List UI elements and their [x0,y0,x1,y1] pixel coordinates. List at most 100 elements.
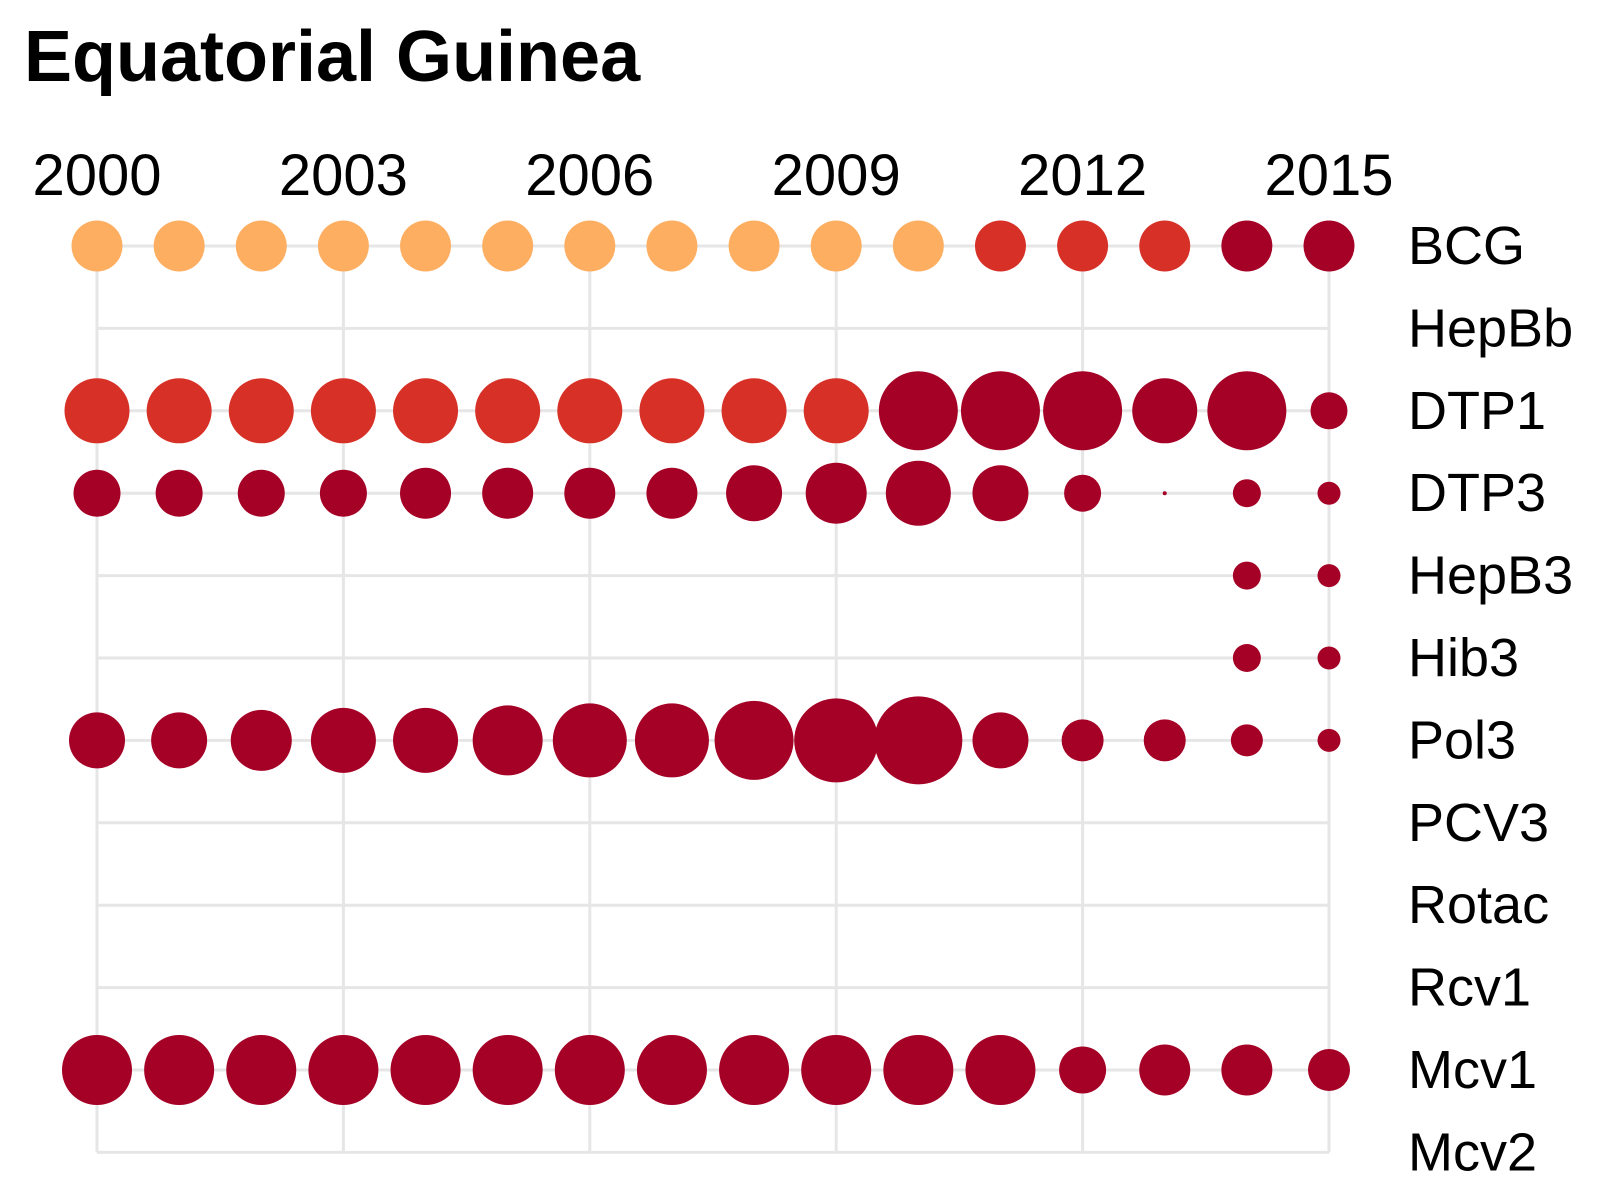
data-point [1059,1046,1107,1094]
data-point [62,1035,132,1105]
data-point [721,378,787,444]
data-point [1232,561,1261,590]
data-point [228,378,294,444]
vaccine-label: PCV3 [1408,793,1549,853]
data-point [73,469,121,517]
data-point [636,1035,707,1105]
x-tick-label: 2015 [1264,143,1393,208]
vaccine-label: Rcv1 [1408,958,1531,1018]
x-tick-label: 2003 [279,143,408,208]
data-point [482,220,534,272]
data-point [960,371,1040,451]
data-point [801,1035,872,1105]
data-point [1317,481,1341,505]
data-point [557,378,623,444]
data-point [1162,491,1167,496]
data-point [1221,1044,1273,1096]
data-point [719,1035,790,1105]
data-point [308,1035,379,1105]
data-point [554,1035,625,1105]
data-point [69,712,125,769]
data-point [646,220,698,272]
data-point [237,469,285,517]
data-point [874,696,963,785]
data-point [71,220,123,272]
vaccine-label: Mcv2 [1408,1122,1537,1182]
data-point [400,220,452,272]
data-point [226,1035,297,1105]
data-point [1132,378,1198,444]
data-point [393,378,459,444]
data-point [1057,220,1109,272]
data-point [1064,474,1102,512]
data-point [805,462,867,524]
chart-title: Equatorial Guinea [24,17,641,97]
data-point [155,469,203,517]
data-point [144,1035,215,1105]
data-point [1310,392,1348,430]
data-point [235,220,287,272]
data-point [151,712,208,769]
vaccine-label: BCG [1408,216,1525,276]
data-point [634,703,709,778]
data-point [1308,1049,1350,1091]
data-point [1061,719,1104,762]
data-point [564,467,616,519]
data-point [64,378,130,444]
data-point [883,1035,954,1105]
vaccine-label: Rotac [1408,875,1549,935]
data-point [714,700,794,780]
data-point [400,467,452,519]
data-point [1139,1044,1191,1096]
x-tick-label: 2009 [772,143,901,208]
data-point [310,707,376,773]
data-point [885,460,951,526]
vaccine-label: Pol3 [1408,710,1516,770]
data-point [1139,220,1191,272]
data-point [482,467,534,519]
vaccine-label: Mcv1 [1408,1040,1537,1100]
data-point [1230,724,1263,757]
x-tick-label: 2006 [525,143,654,208]
data-point [1317,728,1341,752]
data-point [646,467,698,519]
x-axis-ticks: 2000 2003 2006 2009 2012 2015 [32,143,1393,208]
data-point [475,378,541,444]
data-point [965,1035,1036,1105]
vaccine-label: DTP1 [1408,381,1546,441]
vaccine-label: HepBb [1408,298,1573,358]
data-point [1207,371,1287,451]
data-point [974,220,1026,272]
data-point [393,707,459,773]
vaccine-label: HepB3 [1408,546,1573,606]
data-point [1303,220,1355,272]
vaccine-label: Hib3 [1408,628,1519,688]
data-point [803,378,869,444]
data-point [319,469,367,517]
vaccine-label: DTP3 [1408,463,1546,523]
x-tick-label: 2012 [1018,143,1147,208]
data-point [1221,220,1273,272]
data-point [310,378,376,444]
data-point [878,371,958,451]
data-point [472,1035,543,1105]
data-point [1043,371,1123,451]
x-tick-label: 2000 [32,143,161,208]
data-point [1143,719,1186,762]
data-point [1232,479,1261,508]
data-point [728,220,780,272]
data-point [153,220,205,272]
data-point [472,705,543,776]
data-point [552,703,627,778]
data-point [892,220,944,272]
data-point [1232,644,1261,672]
data-point [317,220,369,272]
y-axis-vaccine-labels: BCG HepBb DTP1 DTP3 HepB3 Hib3 Pol3 PCV3 Rotac Rc… [1408,216,1573,1182]
data-point [230,709,292,771]
data-point [794,698,879,783]
data-point [810,220,862,272]
data-point [1317,646,1341,670]
data-point [639,378,705,444]
data-point [390,1035,461,1105]
